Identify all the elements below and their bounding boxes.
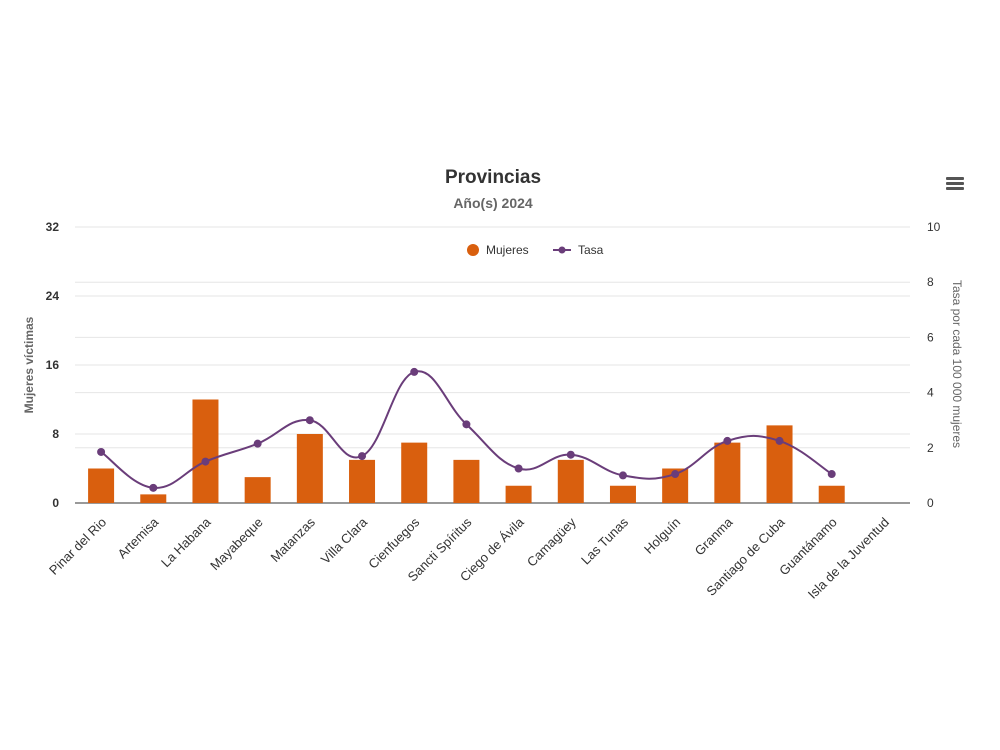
right-axis-tick-label: 2	[927, 441, 934, 455]
line-point[interactable]	[253, 439, 262, 448]
legend-item-mujeres[interactable]: Mujeres	[467, 243, 529, 257]
left-axis-tick-label: 24	[46, 289, 60, 303]
right-axis-tick-label: 6	[927, 330, 934, 344]
line-point[interactable]	[775, 436, 784, 445]
line-point[interactable]	[201, 457, 210, 466]
chart-title: Provincias	[445, 167, 541, 188]
right-axis-ticks: 0 2 4 6 8 10	[927, 220, 941, 510]
line-point[interactable]	[566, 450, 575, 459]
line-point[interactable]	[618, 471, 627, 480]
x-axis-tick-label: Las Tunas	[578, 514, 631, 567]
line-point[interactable]	[462, 420, 471, 429]
right-axis-tick-label: 8	[927, 275, 934, 289]
bar[interactable]	[818, 485, 845, 503]
x-axis-tick-label: Pinar del Rio	[46, 515, 109, 578]
left-axis-ticks: 0 8 16 24 32	[46, 220, 60, 510]
bar[interactable]	[140, 494, 167, 503]
x-axis-tick-label: La Habana	[158, 514, 214, 570]
chart-subtitle: Año(s) 2024	[453, 195, 533, 211]
line-point[interactable]	[514, 464, 523, 473]
x-axis-tick-label: Villa Clara	[318, 514, 371, 567]
line-series	[97, 367, 836, 492]
x-axis-tick-label: Artemisa	[115, 514, 162, 561]
left-axis-tick-label: 32	[46, 220, 60, 234]
line-point[interactable]	[723, 436, 732, 445]
x-axis-tick-label: Mayabeque	[207, 515, 266, 574]
bar[interactable]	[453, 459, 480, 503]
line-path	[100, 370, 833, 489]
line-point[interactable]	[358, 452, 367, 461]
x-axis-tick-label: Holguín	[641, 515, 683, 557]
bar[interactable]	[505, 485, 532, 503]
bar[interactable]	[401, 442, 428, 503]
bar-series	[88, 399, 845, 504]
bar[interactable]	[609, 485, 636, 503]
legend-label-mujeres: Mujeres	[486, 243, 529, 257]
left-axis-title: Mujeres víctimas	[22, 316, 36, 413]
x-axis-tick-label: Matanzas	[267, 514, 318, 565]
legend-swatch-tasa	[558, 246, 566, 254]
x-axis-tick-label: Granma	[692, 514, 736, 558]
bar[interactable]	[349, 459, 376, 503]
line-point[interactable]	[305, 416, 314, 425]
bar[interactable]	[557, 459, 584, 503]
left-axis-tick-label: 8	[52, 427, 59, 441]
bar[interactable]	[88, 468, 115, 504]
line-point[interactable]	[149, 483, 158, 492]
line-point[interactable]	[671, 470, 680, 479]
bar[interactable]	[714, 442, 741, 503]
menu-icon[interactable]	[938, 166, 972, 196]
legend-swatch-mujeres	[467, 244, 479, 256]
line-point[interactable]	[410, 367, 419, 376]
line-point[interactable]	[827, 470, 836, 479]
left-axis-tick-label: 0	[52, 496, 59, 510]
line-point[interactable]	[97, 447, 106, 456]
x-axis-tick-label: Camagüey	[524, 514, 579, 569]
legend: Mujeres Tasa	[467, 243, 604, 257]
right-axis-tick-label: 0	[927, 496, 934, 510]
legend-item-tasa[interactable]: Tasa	[553, 243, 604, 257]
bar[interactable]	[244, 477, 271, 503]
bar[interactable]	[296, 434, 323, 503]
left-axis-tick-label: 16	[46, 358, 60, 372]
right-axis-tick-label: 4	[927, 386, 934, 400]
right-axis-title: Tasa por cada 100 000 mujeres	[950, 280, 964, 448]
bar[interactable]	[192, 399, 219, 504]
legend-label-tasa: Tasa	[578, 243, 604, 257]
right-axis-tick-label: 10	[927, 220, 941, 234]
